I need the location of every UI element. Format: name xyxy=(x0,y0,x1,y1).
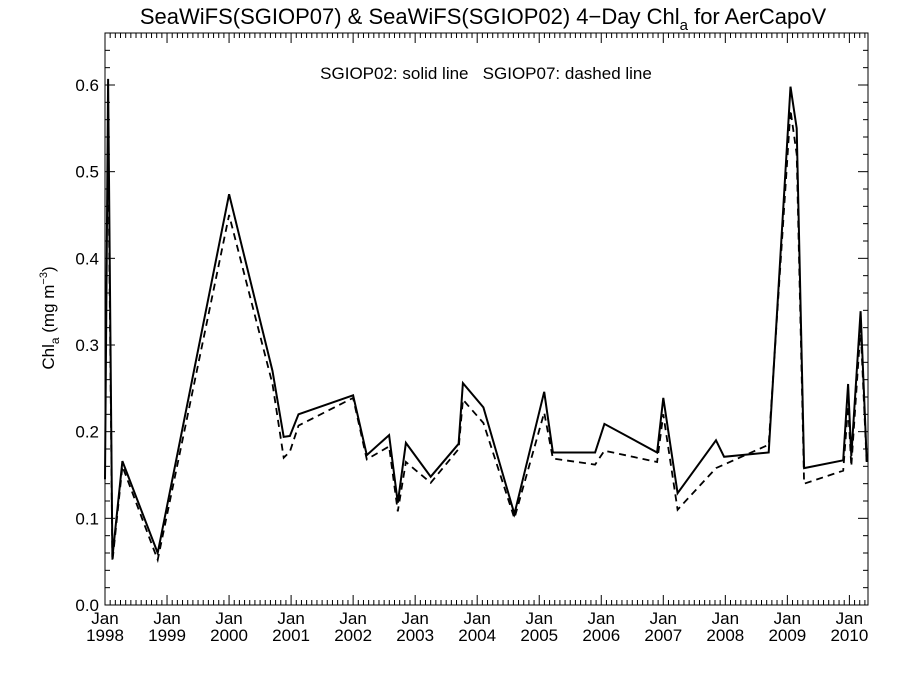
series-line-sgiop02 xyxy=(104,78,868,558)
y-tick-label: 0.1 xyxy=(75,509,99,528)
x-tick-label-month: Jan xyxy=(277,609,304,628)
y-tick-label: 0.6 xyxy=(75,76,99,95)
x-tick-label-year: 2001 xyxy=(272,626,310,645)
series-lines xyxy=(104,78,868,564)
chart-title-suffix: for AerCapoV xyxy=(688,4,827,29)
x-tick-label-year: 2004 xyxy=(458,626,496,645)
x-tick-label-month: Jan xyxy=(91,609,118,628)
y-axis-label-subscript: a xyxy=(48,337,62,344)
x-tick-label-year: 2006 xyxy=(582,626,620,645)
y-tick-label: 0.3 xyxy=(75,336,99,355)
x-tick-label-year: 2005 xyxy=(520,626,558,645)
x-tick-label-month: Jan xyxy=(836,609,863,628)
x-tick-label-month: Jan xyxy=(588,609,615,628)
x-tick-label-month: Jan xyxy=(401,609,428,628)
x-tick-label-month: Jan xyxy=(215,609,242,628)
x-tick-label-month: Jan xyxy=(712,609,739,628)
x-tick-label-year: 1999 xyxy=(148,626,186,645)
y-axis-label-units: (mg m xyxy=(39,285,58,338)
x-tick-label-year: 2008 xyxy=(706,626,744,645)
x-tick-label-year: 2010 xyxy=(830,626,868,645)
x-tick-label-month: Jan xyxy=(526,609,553,628)
y-axis-label: Chla (mg m−3) xyxy=(38,266,62,369)
chart-title-subscript: a xyxy=(680,17,689,34)
x-tick-label-month: Jan xyxy=(463,609,490,628)
chart-title-main: SeaWiFS(SGIOP07) & SeaWiFS(SGIOP02) 4−Da… xyxy=(140,4,680,29)
y-tick-label: 0.5 xyxy=(75,163,99,182)
x-tick-label-month: Jan xyxy=(774,609,801,628)
plot-frame xyxy=(104,32,869,606)
x-tick-label-month: Jan xyxy=(339,609,366,628)
y-axis-label-main: Chl xyxy=(39,344,58,370)
y-tick-label: 0.4 xyxy=(75,249,99,268)
y-axis-label-close: ) xyxy=(39,266,58,272)
x-tick-label-month: Jan xyxy=(153,609,180,628)
y-tick-label: 0.0 xyxy=(75,596,99,615)
legend-annotation: SGIOP02: solid line SGIOP07: dashed line xyxy=(320,64,652,83)
x-tick-label-year: 2009 xyxy=(768,626,806,645)
y-axis: 0.0 0.1 0.2 0.3 0.4 0.5 0.6 xyxy=(75,32,868,615)
x-tick-label-year: 2002 xyxy=(334,626,372,645)
y-axis-label-superscript: −3 xyxy=(38,272,50,285)
x-tick-label-year: 2007 xyxy=(644,626,682,645)
y-tick-label: 0.2 xyxy=(75,423,99,442)
x-tick-label-year: 1998 xyxy=(86,626,124,645)
x-axis: Jan1998Jan1999Jan2000Jan2001Jan2002Jan20… xyxy=(86,33,868,645)
x-tick-label-year: 2000 xyxy=(210,626,248,645)
chart-title: SeaWiFS(SGIOP07) & SeaWiFS(SGIOP02) 4−Da… xyxy=(140,4,827,34)
series-line-sgiop07 xyxy=(107,109,868,564)
x-tick-label-year: 2003 xyxy=(396,626,434,645)
x-tick-label-month: Jan xyxy=(650,609,677,628)
